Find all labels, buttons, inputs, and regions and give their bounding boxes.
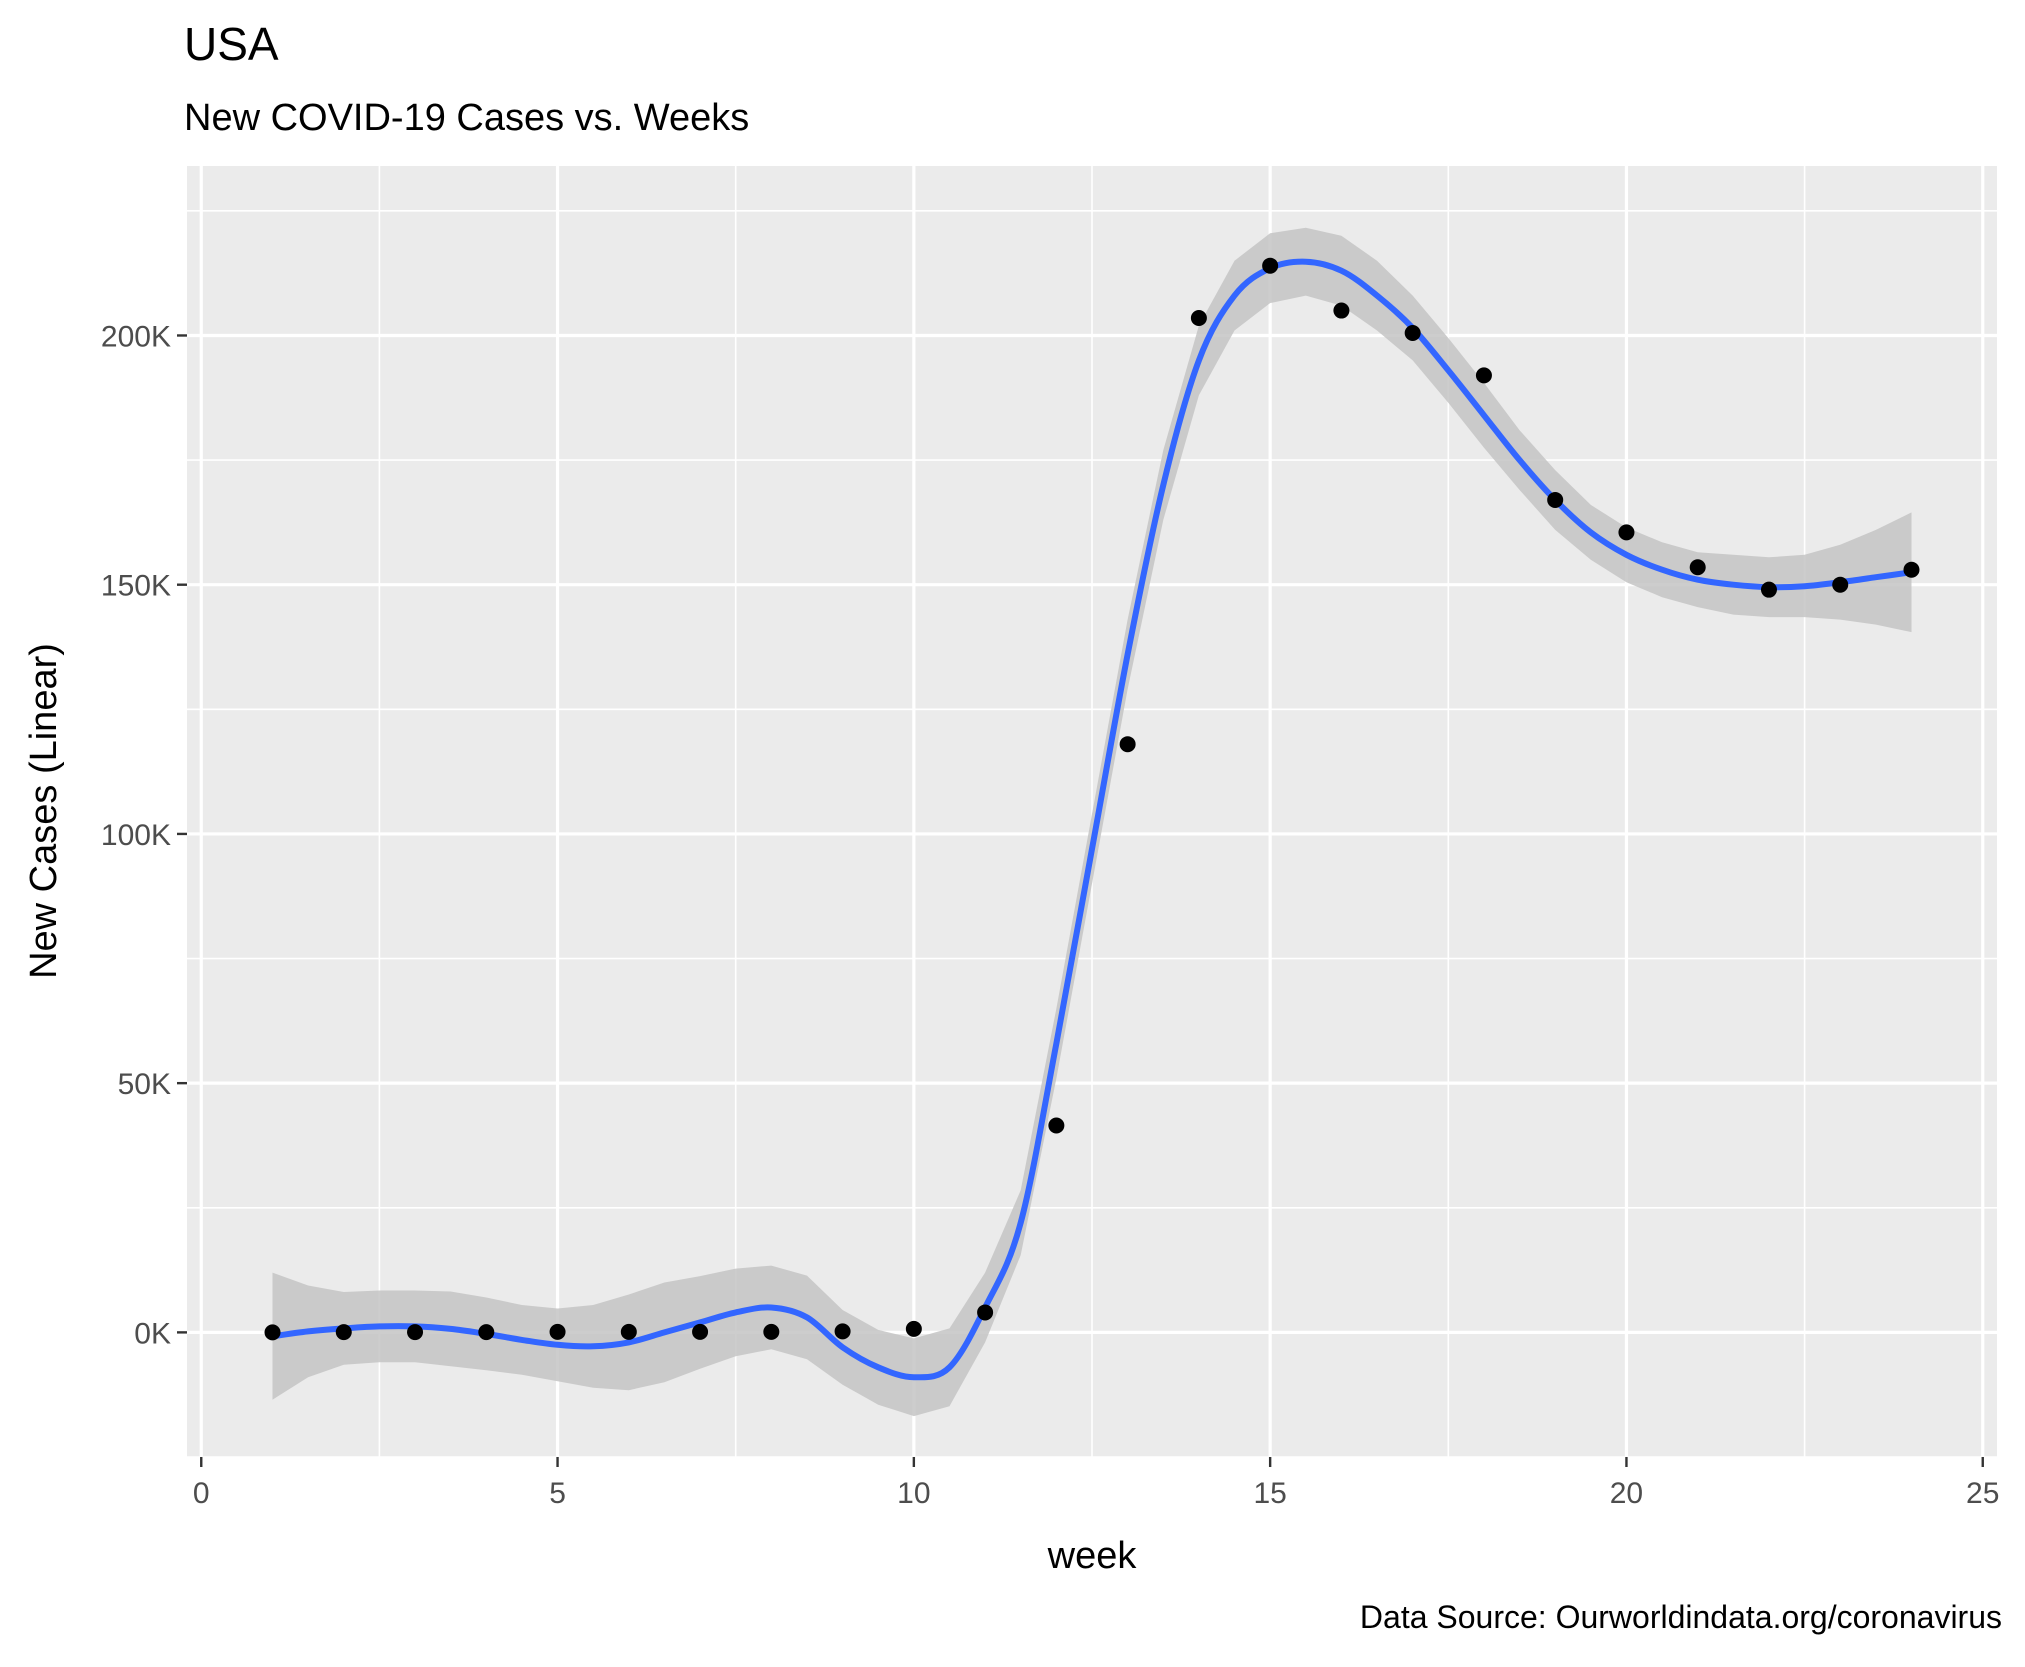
y-axis-label: New Cases (Linear) <box>23 643 65 979</box>
data-source-caption: Data Source: Ourworldindata.org/coronavi… <box>1360 1599 2002 1635</box>
data-point <box>905 1320 922 1337</box>
data-point <box>1760 581 1777 598</box>
data-point <box>1190 310 1207 327</box>
data-point <box>692 1323 709 1340</box>
smooth-line <box>269 258 1915 1381</box>
data-point <box>1475 367 1492 384</box>
y-tick-label: 50K <box>118 1068 171 1101</box>
data-point <box>1404 324 1421 341</box>
data-point <box>1618 524 1635 541</box>
smooth-line-layer <box>269 258 1915 1381</box>
x-tick-label: 20 <box>1610 1477 1643 1510</box>
data-point <box>1689 559 1706 576</box>
x-axis-label: week <box>1047 1535 1138 1577</box>
chart-title: USA <box>184 18 279 70</box>
data-point <box>549 1323 566 1340</box>
data-point <box>1832 576 1849 593</box>
data-point <box>407 1324 424 1341</box>
x-tick-label: 10 <box>897 1477 930 1510</box>
x-tick-label: 25 <box>1966 1477 1999 1510</box>
titles: USA New COVID-19 Cases vs. Weeks <box>184 18 749 139</box>
grid-minor <box>187 166 1997 1458</box>
data-point <box>335 1324 352 1341</box>
data-point <box>620 1323 637 1340</box>
y-tick-label: 100K <box>101 819 171 852</box>
y-tick-label: 150K <box>101 570 171 603</box>
chart-subtitle: New COVID-19 Cases vs. Weeks <box>184 97 749 139</box>
data-point <box>478 1324 495 1341</box>
axis-layer: 0 5 10 15 20 25 0K 50K 100K 150K 200K <box>101 320 2000 1510</box>
data-point <box>763 1323 780 1340</box>
data-point <box>1903 561 1920 578</box>
x-tick-label: 0 <box>193 1477 210 1510</box>
data-point <box>834 1323 851 1340</box>
axis-labels: week New Cases (Linear) Data Source: Our… <box>23 643 2002 1635</box>
confidence-band <box>272 227 1912 1417</box>
x-tick-label: 5 <box>549 1477 566 1510</box>
data-point <box>977 1304 994 1321</box>
x-tick-label: 15 <box>1253 1477 1286 1510</box>
y-tick-label: 200K <box>101 320 171 353</box>
grid-major <box>187 166 1997 1457</box>
y-tick-label: 0K <box>134 1317 171 1350</box>
confidence-band-layer <box>272 227 1912 1417</box>
data-point <box>1333 302 1350 319</box>
data-point <box>264 1324 281 1341</box>
data-point <box>1119 736 1136 753</box>
points-layer <box>264 257 1920 1341</box>
data-point <box>1262 257 1279 274</box>
data-point <box>1547 491 1564 508</box>
data-point <box>1048 1117 1065 1134</box>
